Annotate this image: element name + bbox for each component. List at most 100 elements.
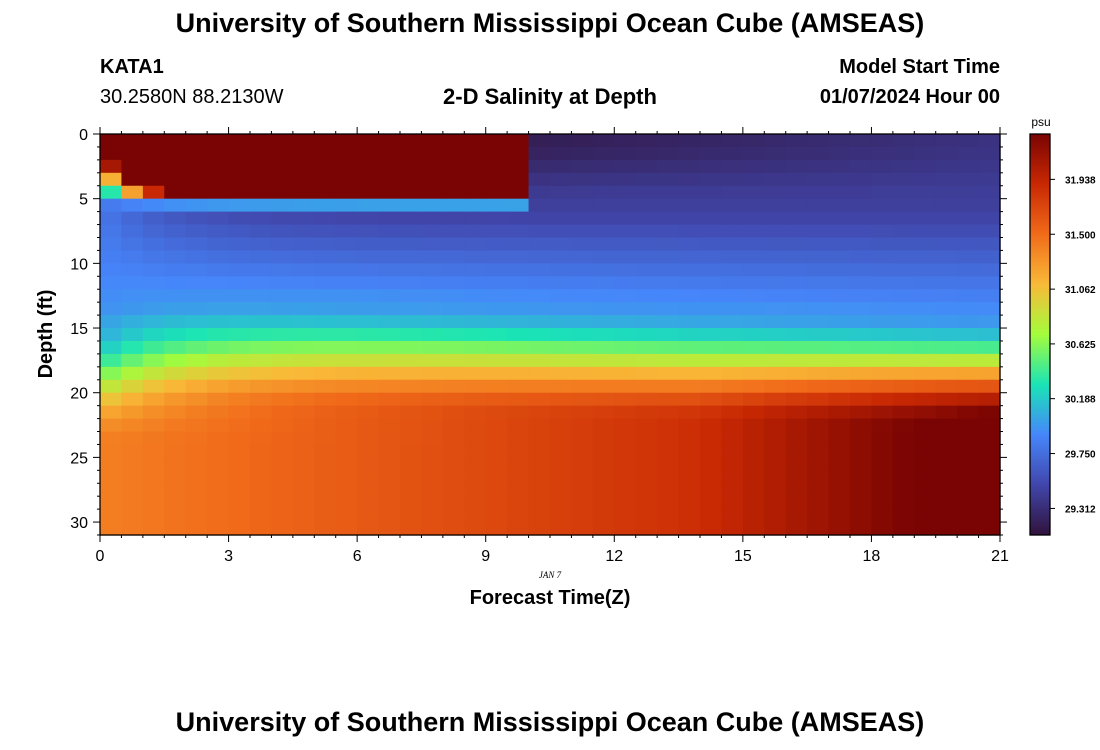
heatmap-cell [314, 418, 337, 433]
heatmap-cell [828, 146, 851, 161]
heatmap-cell [335, 185, 358, 200]
heatmap-cell [785, 289, 808, 303]
heatmap-cell [742, 366, 765, 381]
heatmap-cell [228, 353, 251, 368]
heatmap-cell [571, 392, 594, 407]
heatmap-cell [721, 483, 744, 497]
y-tick-label: 0 [79, 127, 88, 144]
heatmap-cell [614, 379, 637, 394]
x-tick-label: 18 [863, 548, 881, 565]
heatmap-cell [957, 263, 980, 277]
heatmap-cell [807, 172, 830, 187]
heatmap-cell [892, 224, 915, 239]
heatmap-cell [657, 496, 680, 510]
heatmap-cell [378, 444, 401, 458]
heatmap-cell [764, 315, 787, 329]
heatmap-cell [421, 302, 444, 316]
heatmap-cell [978, 483, 1001, 497]
heatmap-cell [100, 470, 123, 484]
model-start-value: 01/07/2024 Hour 00 [819, 86, 1000, 108]
heatmap-cell [678, 340, 701, 355]
heatmap-cell [764, 392, 787, 407]
heatmap-cell [785, 172, 808, 187]
heatmap-cell [571, 340, 594, 355]
heatmap-cell [614, 185, 637, 200]
heatmap-cell [892, 379, 915, 394]
heatmap-cell [335, 431, 358, 446]
heatmap-cell [164, 483, 187, 497]
colorbar [1029, 133, 1051, 536]
heatmap-cell [764, 134, 787, 148]
heatmap-cell [528, 224, 551, 239]
heatmap-cell [528, 353, 551, 368]
heatmap-cell [892, 276, 915, 290]
heatmap-cell [271, 496, 294, 510]
heatmap-cell [935, 172, 958, 187]
heatmap-cell [785, 328, 808, 342]
heatmap-cell [957, 250, 980, 264]
heatmap-cell [957, 172, 980, 187]
heatmap-cell [250, 146, 273, 161]
heatmap-cell [721, 211, 744, 226]
heatmap-cell [785, 392, 808, 407]
heatmap-cell [185, 405, 208, 420]
heatmap-cell [764, 379, 787, 394]
heatmap-cell [442, 185, 465, 200]
heatmap-cell [807, 405, 830, 420]
heatmap-cell [314, 263, 337, 277]
heatmap-cell [400, 172, 423, 187]
heatmap-cell [571, 250, 594, 264]
heatmap-cell [871, 198, 894, 213]
heatmap-cell [550, 211, 573, 226]
heatmap-cell [807, 353, 830, 368]
heatmap-cell [121, 340, 144, 355]
heatmap-cell [442, 134, 465, 148]
heatmap-cell [400, 198, 423, 213]
page-title: University of Southern Mississippi Ocean… [175, 8, 925, 38]
heatmap-cell [378, 263, 401, 277]
heatmap-cell [764, 237, 787, 252]
heatmap-cell [614, 457, 637, 471]
heatmap-cell [185, 457, 208, 471]
heatmap-cell [400, 159, 423, 174]
heatmap-cell [185, 289, 208, 303]
heatmap-cell [935, 159, 958, 174]
heatmap-cell [271, 237, 294, 252]
heatmap-cell [571, 509, 594, 523]
heatmap-cell [335, 302, 358, 316]
heatmap-cell [357, 483, 380, 497]
heatmap-cell [400, 134, 423, 148]
heatmap-cell [400, 405, 423, 420]
heatmap-cell [485, 418, 508, 433]
heatmap-cell [571, 328, 594, 342]
heatmap-cell [228, 496, 251, 510]
x-tick-label: 12 [605, 548, 623, 565]
heatmap-cell [892, 457, 915, 471]
heatmap-cell [507, 366, 530, 381]
heatmap-cell [400, 185, 423, 200]
heatmap-cell [550, 366, 573, 381]
heatmap-cell [357, 224, 380, 239]
heatmap-cell [807, 483, 830, 497]
heatmap-cell [121, 405, 144, 420]
heatmap-cell [421, 340, 444, 355]
heatmap-cell [635, 302, 658, 316]
heatmap-cell [228, 198, 251, 213]
heatmap-cell [635, 522, 658, 536]
heatmap-cell [700, 522, 723, 536]
heatmap-cell [528, 418, 551, 433]
heatmap-cell [678, 457, 701, 471]
heatmap-cell [185, 431, 208, 446]
heatmap-cell [957, 198, 980, 213]
heatmap-cell [978, 457, 1001, 471]
heatmap-cell [164, 302, 187, 316]
heatmap-cell [935, 211, 958, 226]
heatmap-cell [657, 250, 680, 264]
heatmap-cell [871, 134, 894, 148]
heatmap-cell [507, 328, 530, 342]
heatmap-cell [207, 250, 230, 264]
heatmap-cell [828, 431, 851, 446]
heatmap-cell [828, 289, 851, 303]
heatmap-cell [935, 483, 958, 497]
heatmap-cell [742, 379, 765, 394]
